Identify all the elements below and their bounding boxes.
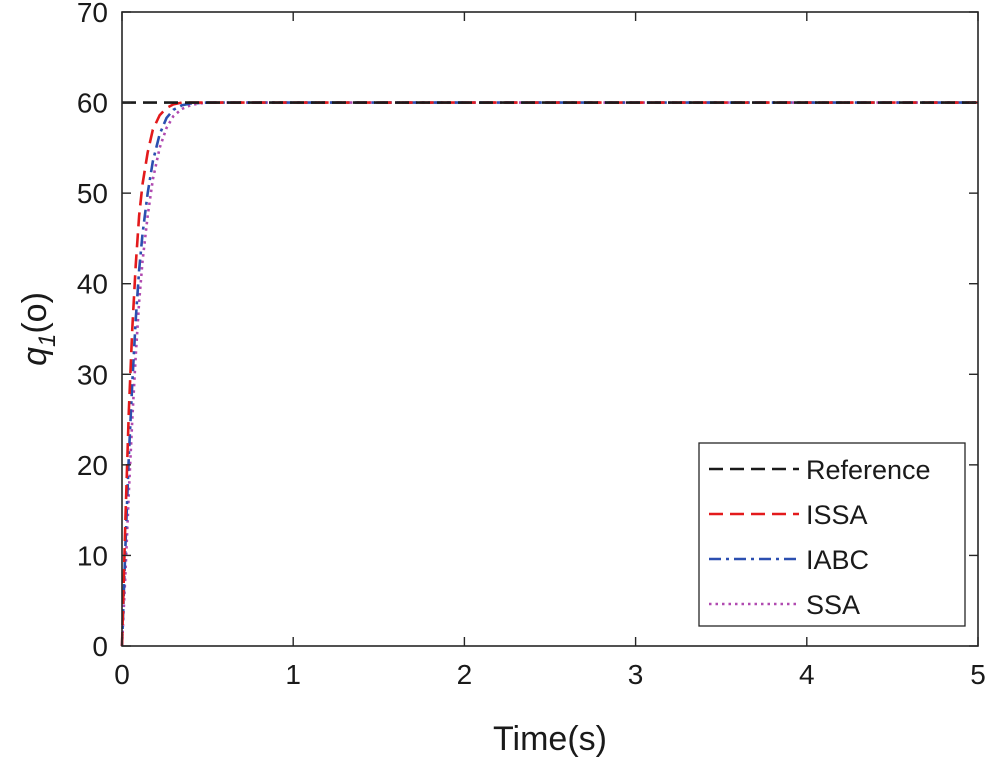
y-axis-label: q1(o) <box>16 292 61 366</box>
plot-frame <box>121 11 979 647</box>
x-axis: 0 1 2 3 4 5 <box>114 12 985 690</box>
x-tick-label: 5 <box>970 659 985 690</box>
y-tick-label: 0 <box>92 631 108 662</box>
x-tick-label: 3 <box>628 659 644 690</box>
legend-box <box>698 442 966 627</box>
legend: Reference ISSA IABC SSA <box>698 442 966 627</box>
y-tick-label: 70 <box>77 0 108 28</box>
y-tick-label: 10 <box>77 540 108 571</box>
y-tick-label: 20 <box>77 450 108 481</box>
legend-label-ssa: SSA <box>806 590 860 620</box>
y-axis-label-subscript: 1 <box>34 334 61 347</box>
series-line-issa <box>120 101 978 647</box>
x-tick-label: 4 <box>799 659 815 690</box>
y-axis-label-unit: (o) <box>16 292 54 334</box>
legend-label-iabc: IABC <box>806 545 869 575</box>
x-axis-label: Time(s) <box>493 720 607 758</box>
y-tick-label: 50 <box>77 178 108 209</box>
x-tick-label: 0 <box>114 659 130 690</box>
y-axis: 0 10 20 30 40 50 60 70 <box>77 0 978 662</box>
legend-label-issa: ISSA <box>806 500 868 530</box>
legend-label-reference: Reference <box>806 455 931 485</box>
y-axis-label-main: q <box>16 347 54 366</box>
series-layer <box>120 101 978 647</box>
y-tick-label: 60 <box>77 88 108 119</box>
x-tick-label: 2 <box>457 659 473 690</box>
svg-text:q1(o): q1(o) <box>16 292 61 366</box>
series-line-ssa <box>120 101 978 647</box>
x-tick-label: 1 <box>285 659 301 690</box>
y-tick-label: 30 <box>77 359 108 390</box>
y-tick-label: 40 <box>77 269 108 300</box>
